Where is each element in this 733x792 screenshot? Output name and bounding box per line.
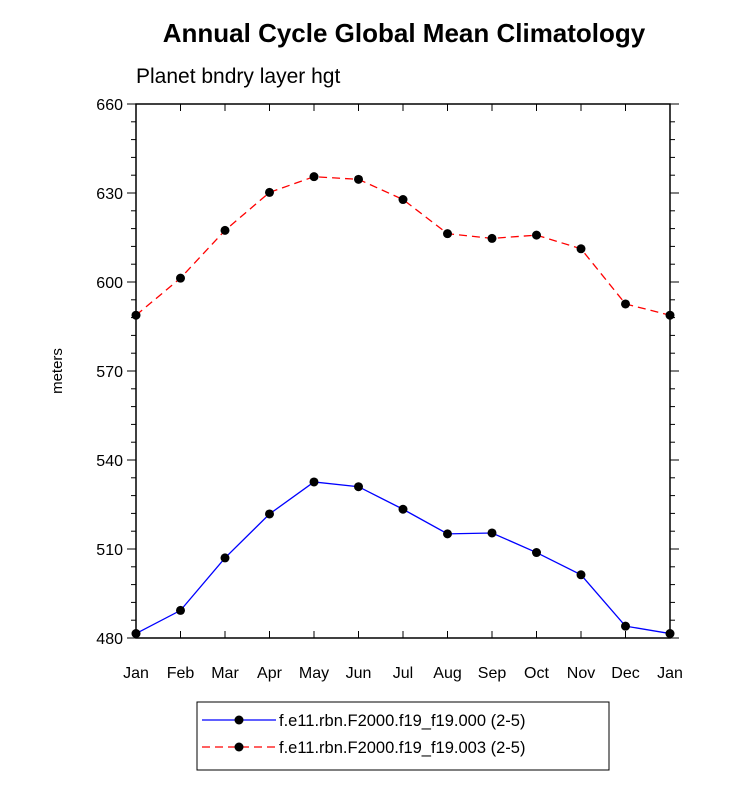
data-point [487,528,497,538]
x-tick-label: Dec [611,665,639,682]
series-1 [131,477,675,639]
legend-label: f.e11.rbn.F2000.f19_f19.003 (2-5) [279,739,525,757]
data-point [443,529,452,539]
chart-title: Annual Cycle Global Mean Climatology [163,18,646,48]
data-point [354,482,363,492]
legend-box [196,701,610,771]
series-2 [131,172,675,320]
x-tick-label: Mar [211,665,239,682]
data-point [176,273,185,283]
legend-label: f.e11.rbn.F2000.f19_f19.000 (2-5) [279,712,525,730]
x-tick-label: Nov [567,665,595,682]
data-point [398,504,408,514]
x-tick-label: Jun [346,665,372,682]
y-tick-label: 630 [96,186,123,203]
data-point [309,172,319,182]
data-point [576,244,586,254]
y-tick-label: 510 [96,542,123,559]
y-tick-label: 600 [96,275,123,292]
data-point [265,187,274,197]
legend-marker [234,715,244,725]
x-tick-label: Feb [167,665,195,682]
data-point [309,477,319,487]
x-tick-label: Aug [433,665,461,682]
series-layer [131,172,675,639]
data-point [532,230,541,240]
x-tick-label: Oct [524,665,549,682]
data-point [220,553,230,563]
y-tick-label: 480 [96,631,123,648]
chart-subtitle: Planet bndry layer hgt [136,65,340,88]
data-point [532,548,541,558]
data-point [220,225,230,235]
data-point [265,509,274,519]
data-point [621,299,630,309]
plot-frame [135,103,671,639]
data-point [176,605,185,615]
axis-ticks: 480 510 540 570 600 630 660 Jan Feb Mar Apr May Jun J… [96,97,683,682]
x-tick-label: Jul [393,665,413,682]
y-axis-label: meters [49,348,66,394]
data-point [621,621,630,631]
legend-marker [234,742,244,752]
x-tick-label: Jan [123,665,149,682]
y-tick-label: 660 [96,97,123,114]
x-tick-label: Apr [257,665,283,682]
data-point [398,195,408,205]
data-point [354,174,363,184]
x-tick-label: Jan [657,665,683,682]
x-tick-label: Sep [478,665,507,682]
data-point [487,233,497,243]
y-tick-label: 570 [96,364,123,381]
data-point [576,570,586,580]
data-point [443,229,452,239]
x-tick-label: May [299,665,329,682]
y-tick-label: 540 [96,453,123,470]
series-line [135,481,671,635]
legend: f.e11.rbn.F2000.f19_f19.000 (2-5) f.e11.r… [196,701,610,771]
